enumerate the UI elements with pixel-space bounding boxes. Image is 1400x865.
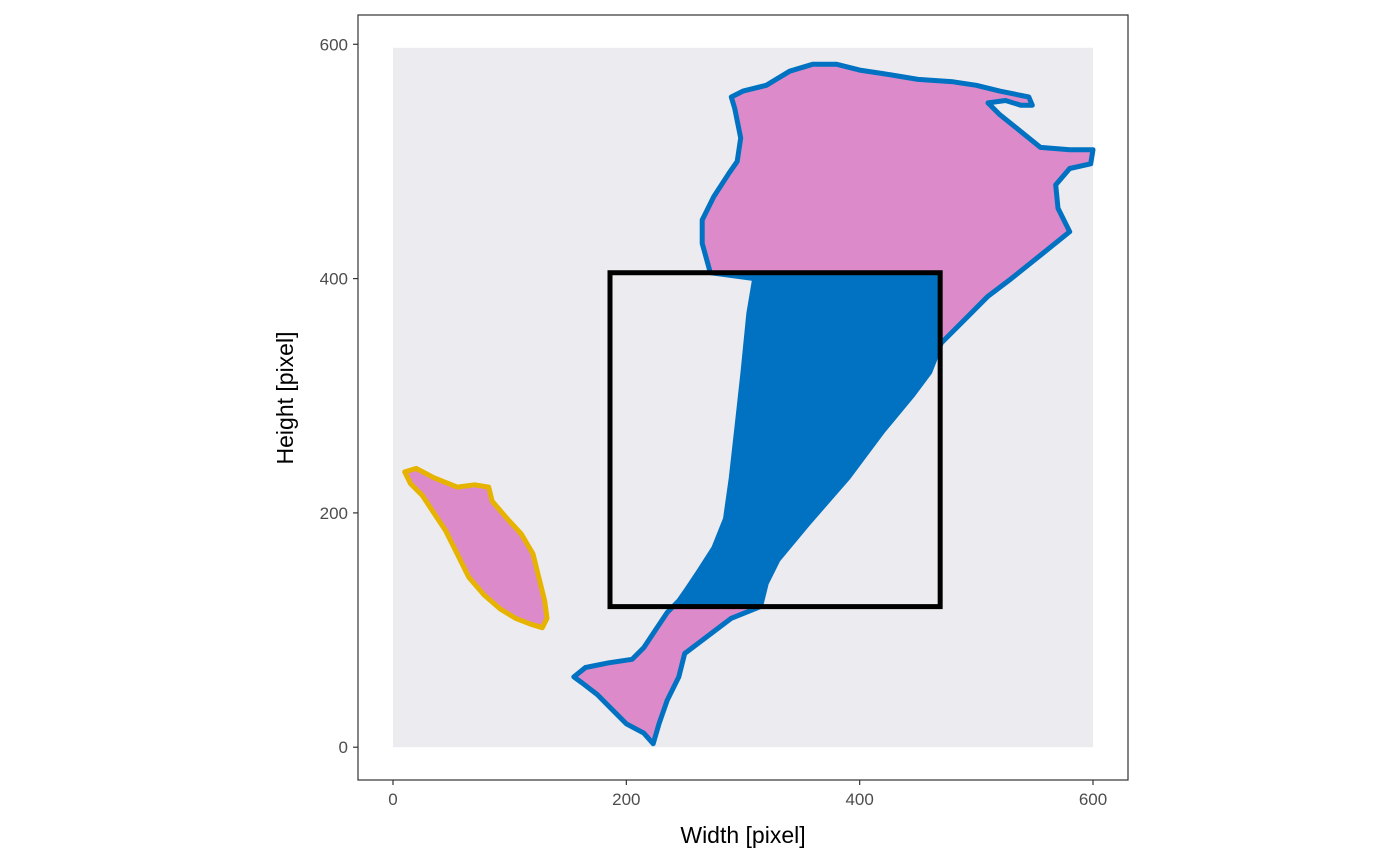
x-tick-label: 0	[388, 790, 397, 809]
y-tick-label: 0	[339, 738, 348, 757]
y-tick-label: 400	[320, 270, 348, 289]
x-axis-title: Width [pixel]	[680, 822, 805, 848]
y-tick-label: 200	[320, 504, 348, 523]
x-tick-label: 400	[845, 790, 873, 809]
x-tick-label: 600	[1079, 790, 1107, 809]
tissue-region-2	[404, 468, 547, 628]
selected-tissue-fill	[673, 272, 941, 607]
y-axis-title: Height [pixel]	[272, 332, 298, 465]
tissue-outline-1	[571, 61, 1096, 747]
panel-border	[357, 14, 1129, 781]
selection-box	[607, 270, 943, 610]
tissue-outline-2	[402, 465, 550, 631]
y-tick-label: 600	[320, 35, 348, 54]
x-tick-label: 200	[612, 790, 640, 809]
